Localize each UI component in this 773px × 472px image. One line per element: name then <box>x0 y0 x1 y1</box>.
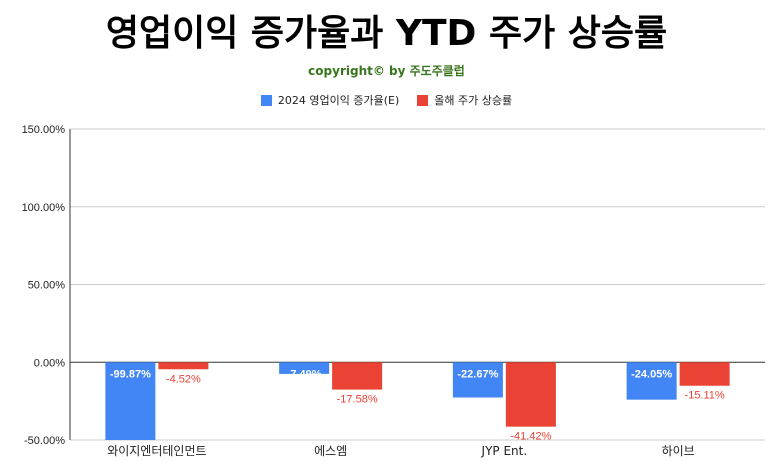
x-tick-label: 와이지엔터테인먼트 <box>107 444 206 458</box>
bar-series-1 <box>279 362 330 374</box>
data-label-series-2: -41.42% <box>510 431 551 443</box>
data-label-series-2: -4.52% <box>166 373 201 385</box>
bar-series-2 <box>505 362 556 427</box>
y-tick-label: 150.00% <box>22 124 66 136</box>
data-label-series-2: -17.58% <box>337 394 378 406</box>
x-tick-label: 에스엠 <box>314 444 347 458</box>
x-tick-label: 하이브 <box>662 444 695 458</box>
legend-swatch-series-1 <box>260 94 272 106</box>
bar-series-2 <box>679 362 730 386</box>
legend-label-series-2: 올해 주가 상승률 <box>434 94 513 107</box>
data-label-series-1: -7.49% <box>287 368 322 380</box>
chart-title: 영업이익 증가율과 YTD 주가 상승률 <box>105 13 668 54</box>
legend-item-series-1[interactable]: 2024 영업이익 증가율(E) <box>260 92 400 108</box>
legend-label-series-1: 2024 영업이익 증가율(E) <box>277 94 400 107</box>
data-label-series-1: -24.05% <box>631 368 672 380</box>
y-tick-label: 0.00% <box>34 357 65 369</box>
y-tick-label: -50.00% <box>24 435 65 447</box>
legend-item-series-2[interactable]: 올해 주가 상승률 <box>417 92 512 108</box>
bar-series-1 <box>452 362 503 398</box>
bar-series-2 <box>332 362 383 390</box>
data-label-series-2: -15.11% <box>685 390 725 402</box>
chart-subtitle: copyright© by 주도주클럽 <box>308 64 465 78</box>
legend: 2024 영업이익 증가율(E) 올해 주가 상승률 <box>0 92 773 108</box>
bar-series-1 <box>105 362 156 440</box>
data-label-series-1: -99.87% <box>110 368 151 380</box>
data-label-series-1: -22.67% <box>457 368 498 380</box>
legend-swatch-series-2 <box>417 94 429 106</box>
bar-series-1 <box>626 362 677 400</box>
y-tick-label: 100.00% <box>22 202 66 214</box>
x-tick-label: JYP Ent. <box>481 444 528 458</box>
bar-series-2 <box>158 362 209 370</box>
y-tick-label: 50.00% <box>28 280 66 292</box>
